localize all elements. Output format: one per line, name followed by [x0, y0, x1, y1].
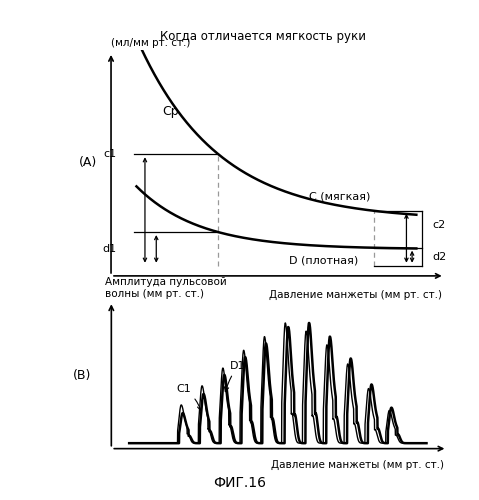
Text: D (плотная): D (плотная) — [289, 255, 358, 265]
Text: Давление манжеты (мм рт. ст.): Давление манжеты (мм рт. ст.) — [271, 460, 445, 469]
Text: (мл/мм рт. ст.): (мл/мм рт. ст.) — [111, 38, 191, 48]
Text: (A): (A) — [80, 156, 98, 170]
Text: C (мягкая): C (мягкая) — [309, 192, 370, 202]
Text: Амплитуда пульсовой
волны (мм рт. ст.): Амплитуда пульсовой волны (мм рт. ст.) — [105, 277, 227, 298]
Text: Давление манжеты (мм рт. ст.): Давление манжеты (мм рт. ст.) — [269, 290, 442, 300]
Text: Когда отличается мягкость руки: Когда отличается мягкость руки — [160, 30, 366, 43]
Text: Cp: Cp — [162, 105, 179, 118]
Text: c1: c1 — [103, 150, 117, 160]
Text: D1: D1 — [224, 361, 246, 392]
Text: C1: C1 — [177, 384, 202, 410]
Text: d1: d1 — [103, 244, 117, 254]
Text: (В): (В) — [72, 368, 91, 382]
Text: ФИГ.16: ФИГ.16 — [213, 476, 266, 490]
Text: d2: d2 — [432, 252, 446, 262]
Text: c2: c2 — [432, 220, 445, 230]
